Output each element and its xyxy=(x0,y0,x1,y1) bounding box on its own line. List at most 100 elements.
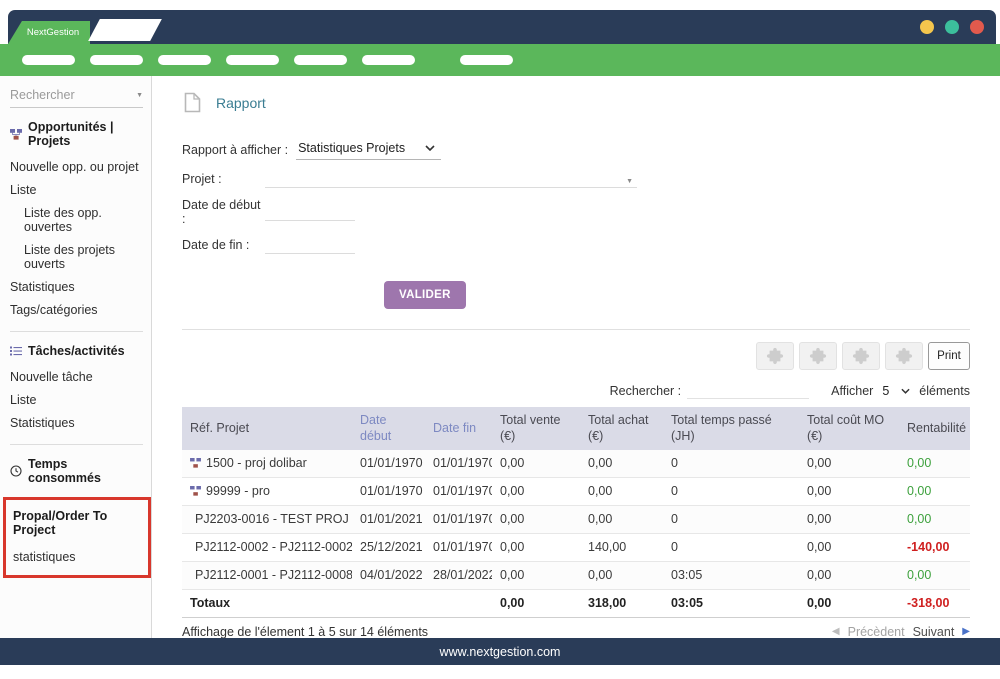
report-type-value: Statistiques Projets xyxy=(298,141,405,155)
cell-total-achat: 0,00 xyxy=(580,450,663,478)
sidebar-item-statistiques-projets[interactable]: Statistiques xyxy=(10,275,143,298)
cell-date-fin: 01/01/1970 xyxy=(425,533,492,561)
show-label: Afficher xyxy=(831,384,873,398)
project-ref-link[interactable]: PJ2112-0001 - PJ2112-0008 xyxy=(195,568,352,582)
sidebar-item-liste-opp-ouvertes[interactable]: Liste des opp. ouvertes xyxy=(10,201,143,238)
clock-icon xyxy=(10,465,22,477)
nav-pill-3[interactable] xyxy=(158,55,211,65)
table-row: PJ2112-0001 - PJ2112-0008 04/01/2022 28/… xyxy=(182,561,970,589)
sidebar-search-input[interactable] xyxy=(10,88,120,102)
col-header-date-debut[interactable]: Date début xyxy=(352,407,425,450)
export-plugin-button-3[interactable] xyxy=(842,342,880,370)
previous-page-button[interactable]: Précèdent xyxy=(848,625,905,639)
sidebar-search-select[interactable]: ▼ xyxy=(10,88,143,108)
chevron-down-icon: ▼ xyxy=(626,178,633,185)
tasks-list-icon xyxy=(10,346,22,356)
table-search-input[interactable] xyxy=(687,382,809,399)
table-row: PJ2203-0016 - TEST PROJ 01/01/2021 01/01… xyxy=(182,505,970,533)
export-plugin-button-2[interactable] xyxy=(799,342,837,370)
cell-temps-passe: 0 xyxy=(663,505,799,533)
sidebar-group-taches[interactable]: Tâches/activités xyxy=(10,344,143,358)
project-ref-link[interactable]: PJ2203-0016 - TEST PROJ xyxy=(195,512,349,526)
totals-cout: 0,00 xyxy=(799,589,899,617)
nav-pill-4[interactable] xyxy=(226,55,279,65)
sidebar-item-statistiques-taches[interactable]: Statistiques xyxy=(10,411,143,434)
cell-date-debut: 01/01/1970 xyxy=(352,477,425,505)
sidebar-item-nouvelle-opp[interactable]: Nouvelle opp. ou projet xyxy=(10,155,143,178)
sidebar-item-nouvelle-tache[interactable]: Nouvelle tâche xyxy=(10,365,143,388)
cell-temps-passe: 0 xyxy=(663,533,799,561)
project-ref-link[interactable]: 99999 - pro xyxy=(206,484,270,498)
sidebar-group-propal-order[interactable]: Propal/Order To Project xyxy=(13,509,144,537)
project-ref-link[interactable]: PJ2112-0002 - PJ2112-0002 xyxy=(195,540,352,554)
nav-pill-6[interactable] xyxy=(362,55,415,65)
col-header-total-vente[interactable]: Total vente(€) xyxy=(492,407,580,450)
col-header-total-achat[interactable]: Total achat(€) xyxy=(580,407,663,450)
pagination: ◀ Précèdent Suivant ▶ xyxy=(832,625,970,639)
col-header-ref[interactable]: Réf. Projet xyxy=(182,407,352,450)
footer-url: www.nextgestion.com xyxy=(440,645,561,659)
table-search-label: Rechercher : xyxy=(610,384,682,398)
cell-total-achat: 0,00 xyxy=(580,477,663,505)
nav-pill-1[interactable] xyxy=(22,55,75,65)
sidebar-group-label: Opportunités | Projets xyxy=(28,120,143,148)
nav-pill-7[interactable] xyxy=(460,55,513,65)
minimize-dot[interactable] xyxy=(920,20,934,34)
col-header-rentabilite[interactable]: Rentabilité xyxy=(899,407,970,450)
valider-button[interactable]: VALIDER xyxy=(384,281,466,309)
col-header-date-fin[interactable]: Date fin xyxy=(425,407,492,450)
cell-temps-passe: 0 xyxy=(663,477,799,505)
browser-topbar: NextGestion xyxy=(8,10,996,44)
sidebar-item-liste-taches[interactable]: Liste xyxy=(10,388,143,411)
cell-total-vente: 0,00 xyxy=(492,505,580,533)
previous-arrow-icon[interactable]: ◀ xyxy=(832,626,840,637)
sidebar-group-temps[interactable]: Temps consommés xyxy=(10,457,143,485)
sidebar-group-opportunites[interactable]: Opportunités | Projets xyxy=(10,120,143,148)
document-icon xyxy=(184,92,201,113)
main-content: Rapport Rapport à afficher : Statistique… xyxy=(152,76,1000,638)
page-length-select[interactable]: 5 xyxy=(880,384,912,398)
sidebar-item-liste-projets-ouverts[interactable]: Liste des projets ouverts xyxy=(10,238,143,275)
print-button[interactable]: Print xyxy=(928,342,970,370)
section-divider xyxy=(182,329,970,330)
next-arrow-icon[interactable]: ▶ xyxy=(962,626,970,637)
window-controls xyxy=(920,20,984,34)
table-row: 99999 - pro 01/01/1970 01/01/1970 0,00 0… xyxy=(182,477,970,505)
sidebar-item-liste-opp[interactable]: Liste xyxy=(10,178,143,201)
date-start-input[interactable] xyxy=(265,204,355,221)
page-footer: www.nextgestion.com xyxy=(0,638,1000,665)
cell-cout-mo: 0,00 xyxy=(799,450,899,478)
next-page-button[interactable]: Suivant xyxy=(913,625,955,639)
cell-total-vente: 0,00 xyxy=(492,561,580,589)
chevron-down-icon xyxy=(425,145,435,151)
sidebar-divider xyxy=(10,444,143,445)
table-summary: Affichage de l'élement 1 à 5 sur 14 élém… xyxy=(182,625,428,639)
date-end-input[interactable] xyxy=(265,237,355,254)
sidebar-item-tags-categories[interactable]: Tags/catégories xyxy=(10,298,143,321)
cell-temps-passe: 0 xyxy=(663,450,799,478)
cell-total-vente: 0,00 xyxy=(492,477,580,505)
col-header-temps-passe[interactable]: Total temps passé(JH) xyxy=(663,407,799,450)
sidebar-group-label: Tâches/activités xyxy=(28,344,125,358)
totals-vente: 0,00 xyxy=(492,589,580,617)
puzzle-icon xyxy=(852,347,870,365)
date-end-label: Date de fin : xyxy=(182,238,265,252)
nav-pill-5[interactable] xyxy=(294,55,347,65)
project-select[interactable]: ▼ xyxy=(265,170,637,188)
close-dot[interactable] xyxy=(970,20,984,34)
sidebar: ▼ Opportunités | Projets Nouvelle opp. o… xyxy=(0,76,152,638)
export-toolbar: Print xyxy=(182,342,970,370)
cell-date-fin: 01/01/1970 xyxy=(425,450,492,478)
brand-tab: NextGestion xyxy=(8,21,90,44)
cell-temps-passe: 03:05 xyxy=(663,561,799,589)
export-plugin-button-4[interactable] xyxy=(885,342,923,370)
maximize-dot[interactable] xyxy=(945,20,959,34)
project-ref-link[interactable]: 1500 - proj dolibar xyxy=(206,456,307,470)
report-type-select[interactable]: Statistiques Projets xyxy=(296,139,441,160)
cell-date-debut: 01/01/1970 xyxy=(352,450,425,478)
nav-pill-2[interactable] xyxy=(90,55,143,65)
cell-cout-mo: 0,00 xyxy=(799,533,899,561)
sidebar-item-statistiques-propal[interactable]: statistiques xyxy=(13,545,144,568)
export-plugin-button-1[interactable] xyxy=(756,342,794,370)
col-header-cout-mo[interactable]: Total coût MO(€) xyxy=(799,407,899,450)
